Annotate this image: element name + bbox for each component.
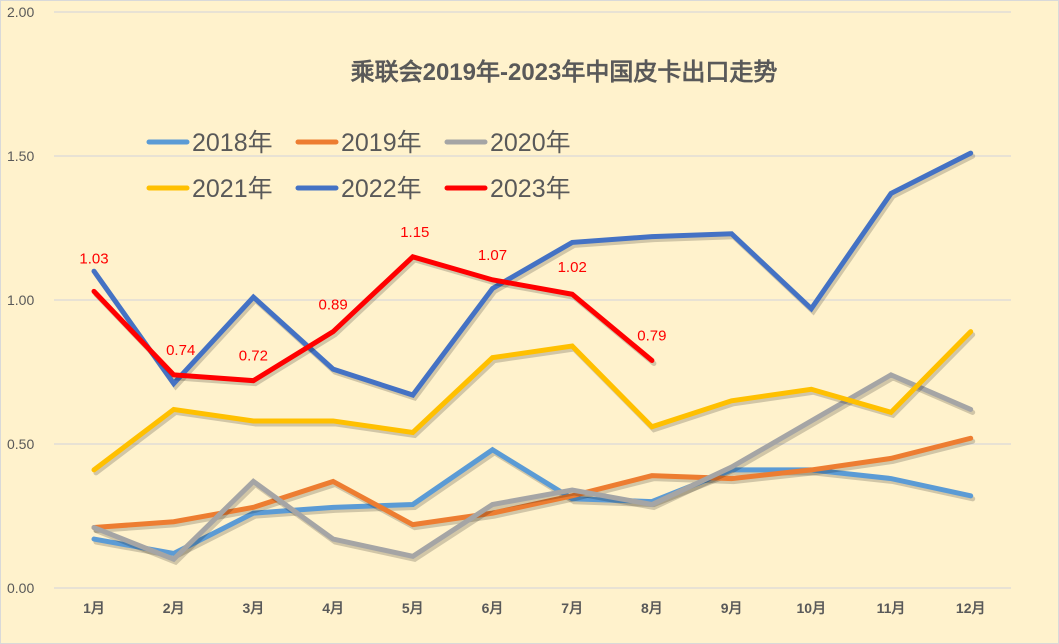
- legend-item[interactable]: 2023年: [444, 175, 571, 203]
- series-shadow: [93, 438, 976, 534]
- y-tick-label: 0.00: [7, 580, 34, 596]
- legend-label: 2021年: [192, 175, 273, 203]
- x-tick-label: 3月: [243, 600, 265, 616]
- series-line[interactable]: [91, 372, 974, 563]
- legend-item[interactable]: 2020年: [444, 129, 571, 157]
- data-label: 1.03: [79, 250, 108, 267]
- data-label: 1.07: [478, 247, 507, 264]
- x-tick-label: 9月: [721, 600, 743, 616]
- data-label: 0.74: [166, 342, 195, 359]
- series-line[interactable]: [91, 329, 974, 473]
- x-tick-label: 10月: [797, 600, 827, 616]
- series-line[interactable]: [91, 150, 974, 398]
- legend: 2018年 2019年 2020年 2021年 2022年 2023年: [146, 129, 571, 203]
- y-tick-label: 1.00: [7, 292, 34, 308]
- y-axis-ticks: 0.00 0.50 1.00 1.50 2.00: [7, 4, 34, 596]
- data-label: 0.79: [637, 327, 666, 344]
- data-label: 0.72: [239, 348, 268, 365]
- legend-item[interactable]: 2022年: [295, 175, 422, 203]
- data-labels: 1.03 0.74 0.72 0.89 1.15 1.07 1.02 0.79: [79, 224, 666, 365]
- series-line[interactable]: [91, 435, 974, 531]
- y-tick-label: 1.50: [7, 148, 34, 164]
- series-shadow: [93, 153, 976, 401]
- y-tick-label: 0.50: [7, 436, 34, 452]
- x-axis-ticks: 1月 2月 3月 4月 5月 6月 7月 8月 9月 10月 11月 12月: [83, 600, 985, 616]
- legend-label: 2023年: [490, 175, 571, 203]
- legend-label: 2020年: [490, 129, 571, 157]
- x-tick-label: 5月: [402, 600, 424, 616]
- data-label: 1.15: [400, 224, 429, 241]
- legend-item[interactable]: 2019年: [295, 129, 422, 157]
- y-tick-label: 2.00: [7, 4, 34, 20]
- x-tick-label: 11月: [877, 600, 906, 616]
- x-tick-label: 2月: [163, 600, 185, 616]
- x-tick-label: 8月: [641, 600, 663, 616]
- series-lines: [91, 150, 976, 566]
- legend-label: 2022年: [341, 175, 422, 203]
- gridlines: [54, 11, 1011, 589]
- legend-item[interactable]: 2018年: [146, 129, 273, 157]
- legend-label: 2018年: [192, 129, 273, 157]
- data-label: 0.89: [318, 297, 347, 314]
- x-tick-label: 4月: [322, 600, 344, 616]
- series-line[interactable]: [91, 254, 655, 384]
- x-tick-label: 7月: [561, 600, 583, 616]
- data-label: 1.02: [558, 259, 587, 276]
- series-shadow: [93, 375, 976, 566]
- x-tick-label: 6月: [482, 600, 504, 616]
- chart-title: 乘联会2019年-2023年中国皮卡出口走势: [350, 58, 778, 86]
- x-tick-label: 1月: [83, 600, 105, 616]
- x-tick-label: 12月: [956, 600, 986, 616]
- legend-item[interactable]: 2021年: [146, 175, 273, 203]
- series-line[interactable]: [91, 446, 974, 557]
- legend-label: 2019年: [341, 129, 422, 157]
- series-shadow: [93, 257, 657, 387]
